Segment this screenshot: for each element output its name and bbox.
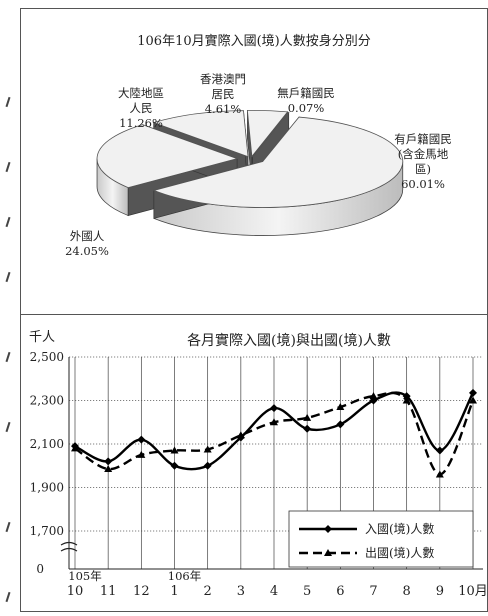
margin-mark <box>2 215 16 229</box>
pie-slice-top <box>252 112 290 158</box>
data-point <box>203 445 212 453</box>
chart-title: 各月實際入國(境)與出國(境)人數 <box>187 332 391 349</box>
pie-slice-top <box>152 116 404 208</box>
data-point <box>336 420 345 429</box>
margin-mark <box>2 590 16 604</box>
data-point <box>469 388 477 397</box>
pie-slice-top <box>246 110 289 158</box>
pie-chart-panel: 106年10月實際入國(境)人數按身分別分有戶籍國民 (含金馬地 區) 60.01% 外… <box>20 8 488 316</box>
pie-slice <box>152 116 404 236</box>
data-point <box>104 465 113 473</box>
legend-marker <box>324 549 332 556</box>
pie-slice-label: 人民 <box>130 101 153 115</box>
pie-slice-percent: 60.01% <box>401 177 445 191</box>
x-tick-label: 5 <box>303 584 311 599</box>
pie-slice-percent: 24.05% <box>65 244 109 258</box>
x-tick-label: 11 <box>100 584 117 599</box>
margin-mark <box>2 160 16 174</box>
axis-break <box>60 547 78 552</box>
data-point <box>236 431 245 439</box>
data-point <box>369 392 378 400</box>
x-tick-label: 6 <box>336 584 344 599</box>
x-tick-label: 10 <box>67 584 84 599</box>
pie-slice-label: 大陸地區 <box>118 86 164 100</box>
pie-slice-percent: 0.07% <box>288 101 325 115</box>
x-tick-label: 1 <box>170 584 178 599</box>
line-chart-panel: 各月實際入國(境)與出國(境)人數 千人 2,500 2,300 2,100 1,900 1… <box>20 314 488 612</box>
pie-slice-top <box>152 110 249 158</box>
pie-slice-label: 有戶籍國民 <box>394 132 452 146</box>
y-axis-label: 千人 <box>29 330 55 345</box>
y-tick-label: 1,700 <box>30 524 64 538</box>
legend-box <box>288 510 474 568</box>
x-tick-label: 3 <box>237 584 245 599</box>
data-point <box>303 424 312 433</box>
pie-slice-label: 區) <box>415 162 431 176</box>
data-point <box>336 403 345 411</box>
margin-mark <box>2 270 16 284</box>
y-tick-label: 2,300 <box>30 394 64 408</box>
pie-slice-percent: 11.26% <box>119 116 163 130</box>
axis-break <box>60 541 78 546</box>
data-point <box>203 461 212 470</box>
pie-slice-label: 香港澳門 <box>200 72 246 86</box>
chart-title: 106年10月實際入國(境)人數按身分別分 <box>137 33 371 49</box>
pie-slice-label: (含金馬地 <box>398 147 449 161</box>
legend-label: 入國(境)人數 <box>365 521 434 536</box>
y-tick-label: 2,500 <box>30 350 64 364</box>
margin-mark <box>2 95 16 109</box>
legend-marker <box>324 525 332 533</box>
x-tick-label: 2 <box>204 584 212 599</box>
y-tick-label: 0 <box>36 562 44 576</box>
x-tick-label: 4 <box>270 584 278 599</box>
margin-mark <box>2 520 16 534</box>
data-point <box>435 446 444 455</box>
data-point <box>402 396 411 404</box>
pie-slice-top <box>96 124 239 188</box>
legend-label: 出國(境)人數 <box>365 545 434 560</box>
margin-mark <box>2 350 16 364</box>
pie-slice-percent: 4.61% <box>205 102 242 116</box>
data-point <box>137 435 146 444</box>
x-tick-label: 8 <box>403 584 411 599</box>
data-point <box>104 457 113 466</box>
pie-slice-label: 居民 <box>212 87 235 101</box>
data-point <box>435 470 444 478</box>
line-chart: 各月實際入國(境)與出國(境)人數 千人 2,500 2,300 2,100 1,900 1… <box>29 330 487 599</box>
x-tick-label: 12 <box>133 584 150 599</box>
margin-mark <box>2 420 16 434</box>
data-point <box>71 444 79 452</box>
x-year-label: 105年 <box>68 569 101 583</box>
data-point <box>137 450 146 458</box>
pie-slice-label: 外國人 <box>70 229 105 243</box>
x-tick-label: 7 <box>369 584 377 599</box>
data-point <box>170 446 179 454</box>
data-point <box>469 396 477 404</box>
data-point <box>303 413 312 421</box>
y-tick-label: 2,100 <box>30 437 64 451</box>
data-point <box>270 404 278 413</box>
y-tick-label: 1,900 <box>30 481 64 495</box>
data-point <box>270 418 278 426</box>
x-tick-label: 10月 <box>458 584 487 599</box>
x-tick-label: 9 <box>436 584 444 599</box>
pie-slice-label: 無戶籍國民 <box>277 86 335 100</box>
data-point <box>170 461 179 470</box>
x-year-label: 106年 <box>168 569 201 583</box>
